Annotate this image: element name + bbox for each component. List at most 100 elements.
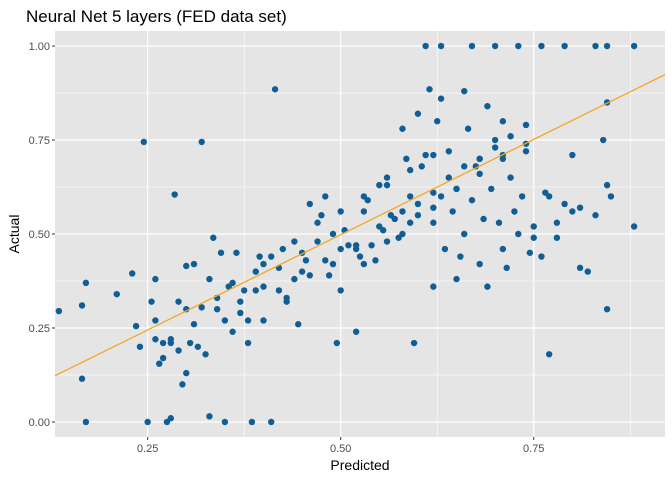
data-point bbox=[499, 118, 507, 125]
data-point bbox=[171, 191, 178, 198]
data-point bbox=[576, 264, 584, 272]
x-tick-label: 0.75 bbox=[523, 443, 544, 455]
x-tick-label: 0.50 bbox=[330, 443, 351, 455]
data-point bbox=[140, 138, 147, 146]
data-point bbox=[186, 339, 194, 347]
data-point bbox=[430, 283, 437, 290]
data-point bbox=[206, 275, 213, 283]
data-point bbox=[430, 151, 437, 159]
data-point bbox=[198, 304, 205, 311]
data-point bbox=[237, 309, 244, 317]
data-point bbox=[314, 219, 321, 226]
data-point bbox=[295, 321, 302, 328]
data-point bbox=[518, 193, 526, 200]
data-point bbox=[630, 223, 638, 230]
data-point bbox=[414, 200, 422, 208]
data-point bbox=[545, 351, 553, 358]
x-axis-ticks: 0.25 0.50 0.75 bbox=[137, 437, 544, 455]
data-point bbox=[472, 163, 480, 170]
data-point bbox=[468, 196, 476, 204]
data-point bbox=[159, 339, 167, 347]
data-point bbox=[183, 262, 190, 270]
data-point bbox=[244, 339, 252, 347]
data-point bbox=[437, 95, 445, 102]
data-point bbox=[383, 181, 391, 189]
data-point bbox=[237, 298, 244, 305]
data-point bbox=[576, 204, 584, 211]
data-point bbox=[372, 257, 379, 264]
chart-title: Neural Net 5 layers (FED data set) bbox=[26, 7, 287, 26]
data-point bbox=[268, 253, 275, 260]
y-tick-label: 0.50 bbox=[29, 229, 50, 241]
data-point bbox=[360, 193, 368, 200]
data-point bbox=[113, 290, 120, 298]
data-point bbox=[175, 347, 182, 354]
data-point bbox=[345, 242, 352, 249]
data-point bbox=[461, 87, 468, 95]
data-point bbox=[322, 193, 329, 200]
data-point bbox=[260, 317, 267, 324]
data-point bbox=[244, 317, 252, 324]
data-point bbox=[491, 136, 499, 144]
data-point bbox=[376, 223, 383, 230]
data-point bbox=[507, 133, 514, 140]
data-point bbox=[152, 336, 159, 343]
data-point bbox=[279, 245, 286, 253]
data-point bbox=[337, 245, 344, 253]
y-axis-ticks: 0.00 0.25 0.50 0.75 1.00 bbox=[29, 41, 55, 429]
data-point bbox=[356, 253, 364, 260]
data-point bbox=[515, 230, 522, 238]
data-point bbox=[190, 260, 198, 268]
data-point bbox=[302, 257, 310, 264]
data-point bbox=[449, 208, 456, 215]
data-point bbox=[445, 148, 452, 155]
data-point bbox=[480, 215, 487, 223]
data-point bbox=[322, 257, 329, 264]
data-point bbox=[453, 275, 460, 283]
data-point bbox=[406, 193, 414, 200]
data-point bbox=[229, 328, 236, 335]
data-point bbox=[175, 298, 182, 305]
data-point bbox=[461, 163, 468, 170]
data-point bbox=[399, 208, 406, 215]
data-point bbox=[179, 381, 186, 388]
data-point bbox=[152, 275, 159, 283]
data-point bbox=[553, 234, 561, 241]
data-point bbox=[213, 305, 221, 313]
x-tick-label: 0.25 bbox=[137, 443, 158, 455]
data-point bbox=[461, 230, 468, 238]
data-point bbox=[368, 242, 375, 249]
x-axis-title: Predicted bbox=[330, 457, 389, 473]
data-point bbox=[314, 238, 321, 245]
data-point bbox=[190, 321, 198, 328]
data-point bbox=[430, 219, 437, 226]
data-point bbox=[476, 155, 483, 163]
data-point bbox=[383, 174, 391, 181]
data-point bbox=[464, 125, 472, 132]
data-point bbox=[422, 42, 429, 50]
data-point bbox=[376, 181, 383, 189]
data-point bbox=[260, 260, 267, 268]
y-tick-label: 0.25 bbox=[29, 323, 50, 335]
data-point bbox=[476, 260, 483, 268]
data-point bbox=[360, 260, 368, 268]
data-point bbox=[383, 238, 391, 245]
data-point bbox=[144, 418, 151, 426]
data-point bbox=[545, 193, 553, 200]
fit-line bbox=[54, 74, 666, 377]
data-point bbox=[499, 245, 507, 253]
data-point bbox=[167, 415, 175, 422]
data-point bbox=[306, 272, 314, 279]
data-point bbox=[491, 42, 499, 50]
data-point bbox=[406, 166, 414, 174]
data-point bbox=[337, 287, 344, 294]
data-point bbox=[491, 144, 499, 151]
data-point bbox=[156, 360, 163, 367]
data-point bbox=[298, 268, 306, 275]
data-point bbox=[530, 223, 537, 230]
data-point bbox=[499, 155, 507, 163]
data-point bbox=[538, 253, 545, 260]
data-point bbox=[422, 151, 429, 159]
data-point bbox=[414, 110, 422, 117]
